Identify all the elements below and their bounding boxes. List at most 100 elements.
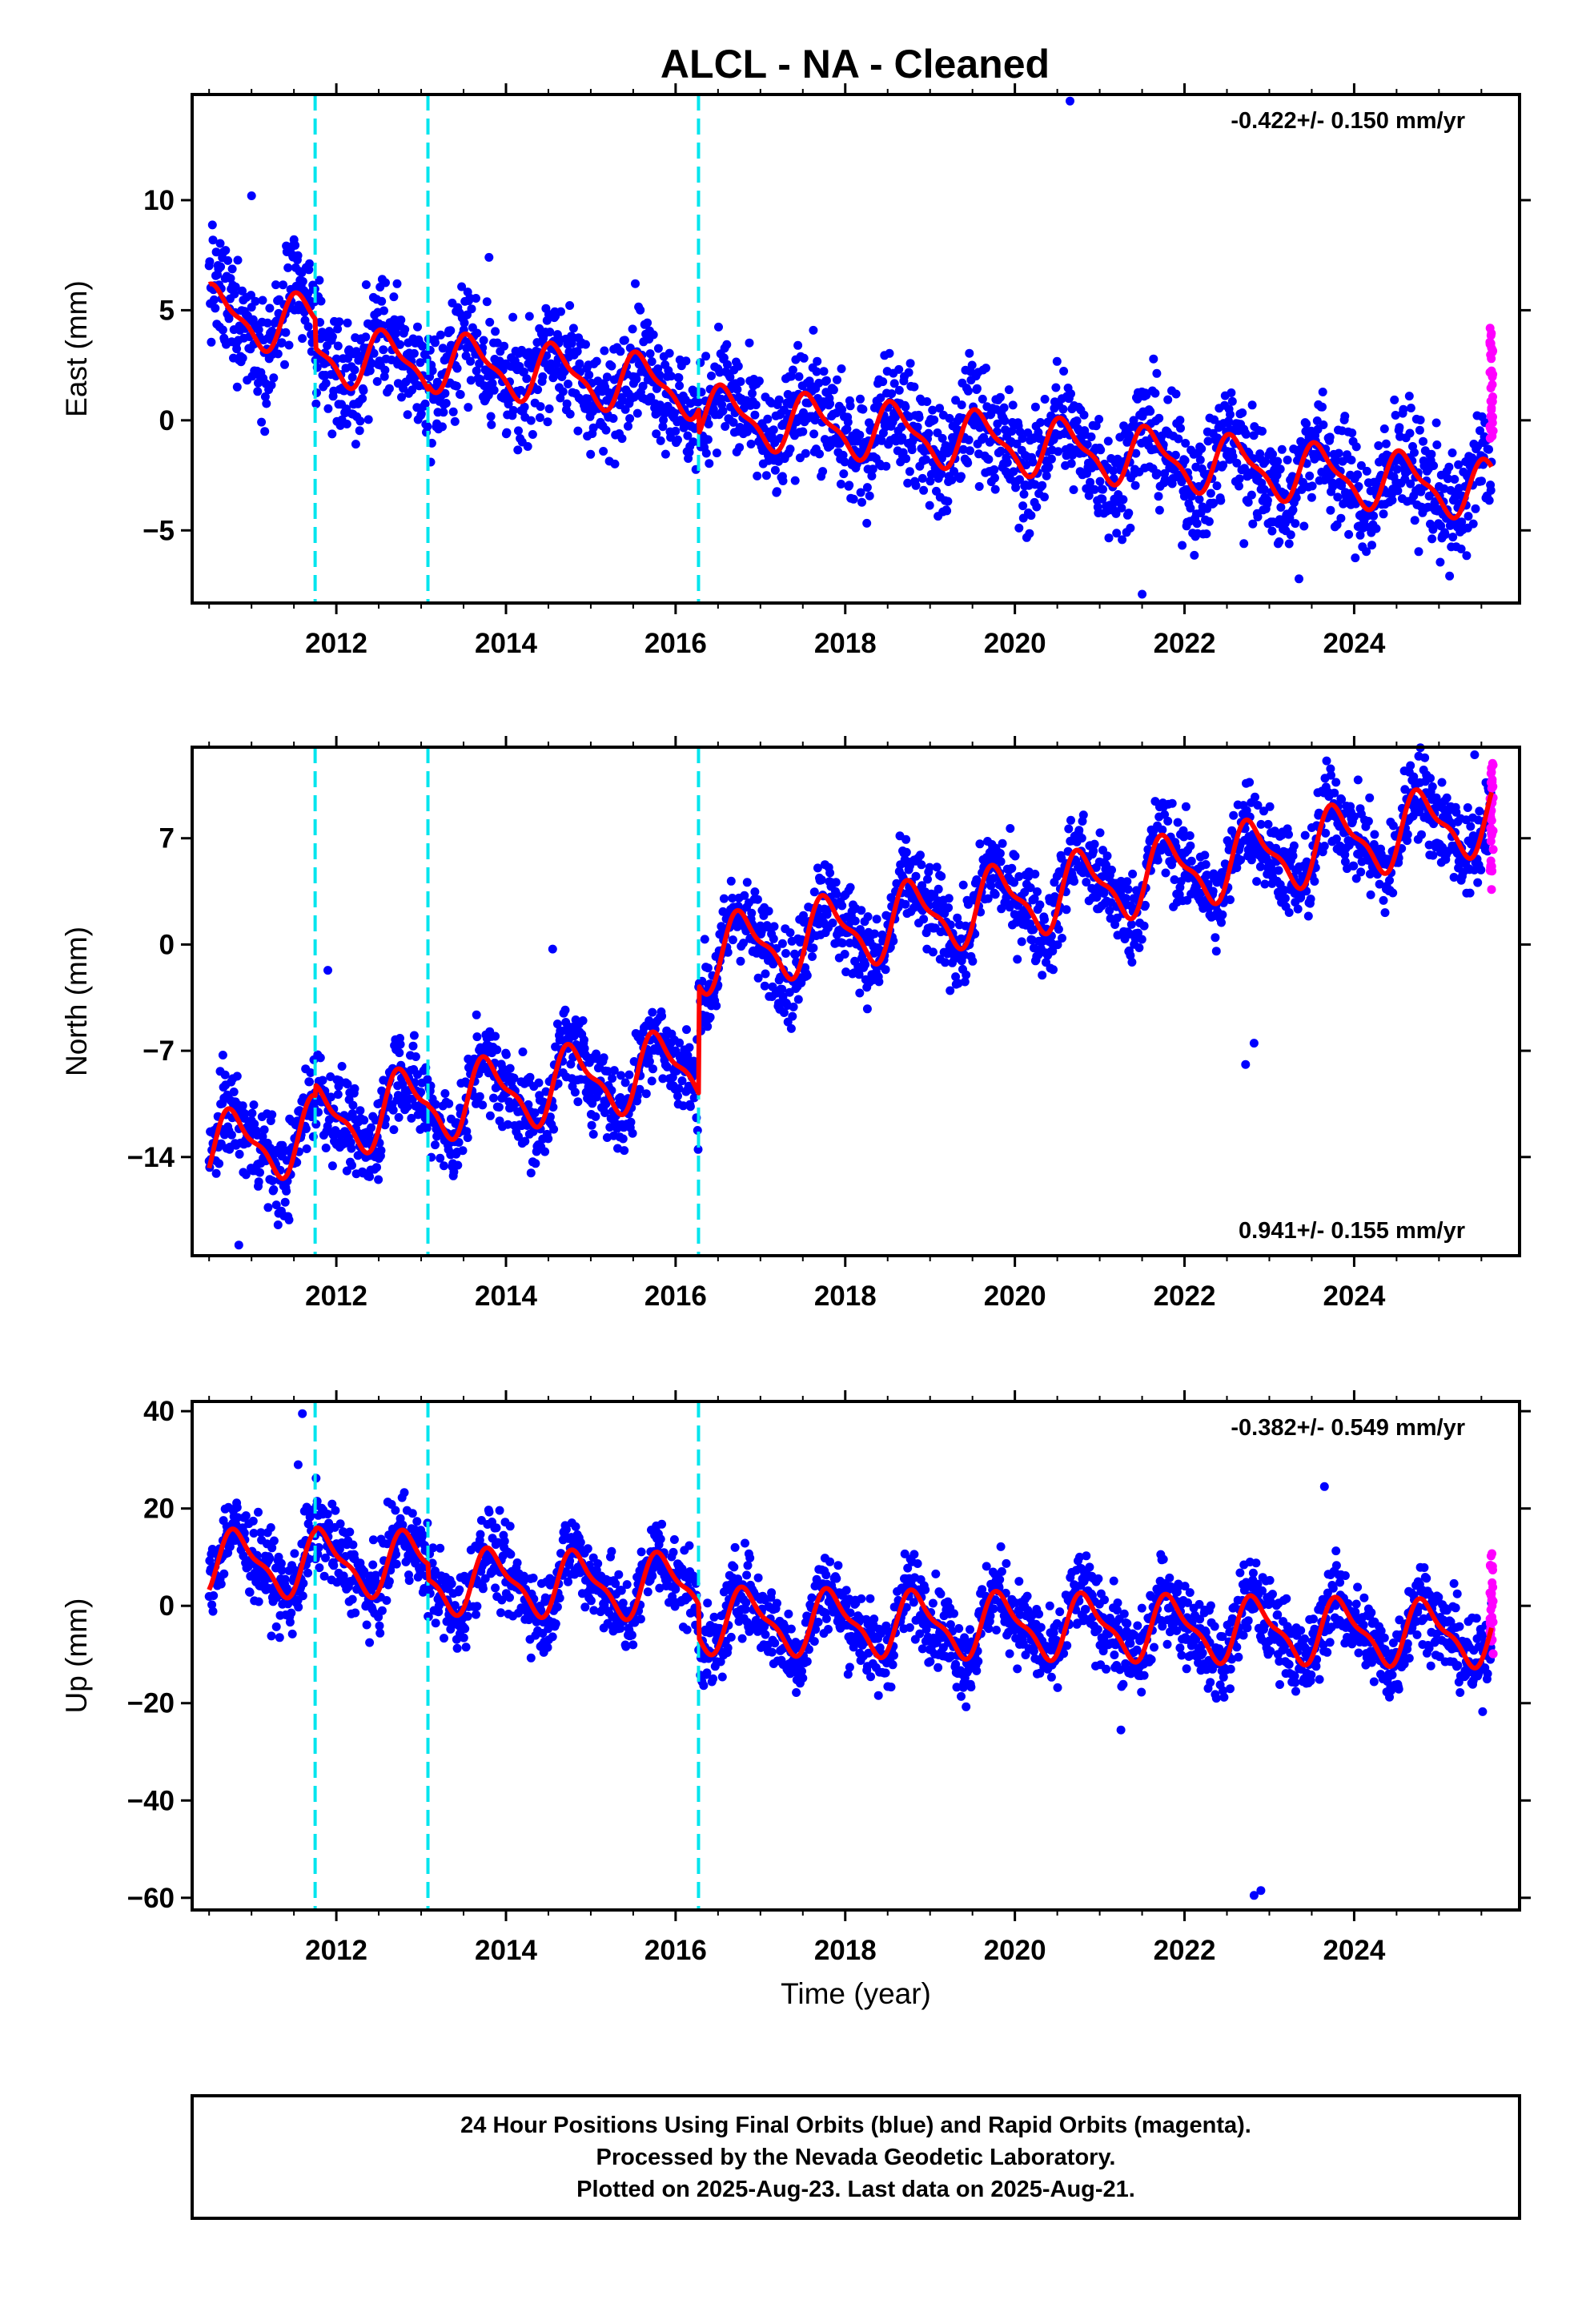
north-point bbox=[944, 903, 954, 912]
east-point bbox=[586, 449, 596, 459]
north-point bbox=[753, 895, 762, 904]
north-point bbox=[785, 928, 795, 938]
east-point bbox=[856, 394, 865, 404]
east-point bbox=[1415, 425, 1424, 435]
east-point bbox=[1283, 455, 1292, 464]
north-point bbox=[647, 1076, 656, 1086]
east-point bbox=[439, 408, 448, 417]
east-point bbox=[1307, 481, 1317, 491]
north-point bbox=[395, 1048, 404, 1058]
east-point bbox=[1431, 418, 1441, 428]
east-point bbox=[335, 317, 344, 327]
east-point bbox=[1273, 456, 1283, 466]
east-point bbox=[1471, 504, 1480, 513]
north-point bbox=[786, 1023, 796, 1033]
north-point bbox=[837, 901, 847, 911]
east-point bbox=[1197, 444, 1207, 453]
east-point bbox=[1096, 445, 1106, 455]
north-point bbox=[901, 899, 910, 909]
north-point bbox=[855, 988, 865, 998]
east-point bbox=[628, 324, 637, 334]
east-point bbox=[845, 480, 854, 490]
north-point bbox=[1153, 855, 1162, 865]
north-point bbox=[1007, 863, 1017, 873]
east-point bbox=[1344, 529, 1354, 539]
north-point bbox=[472, 1010, 481, 1019]
east-point bbox=[1276, 503, 1286, 512]
east-point bbox=[592, 356, 601, 366]
east-point bbox=[1414, 547, 1423, 557]
north-rapid-point bbox=[1487, 816, 1496, 826]
east-point bbox=[1405, 428, 1415, 438]
east-point bbox=[1243, 497, 1253, 507]
east-point bbox=[1392, 464, 1402, 474]
north-point bbox=[249, 1100, 259, 1110]
east-xtick-label: 2024 bbox=[1323, 628, 1385, 659]
east-point bbox=[215, 239, 225, 248]
east-point bbox=[1379, 424, 1389, 433]
east-point bbox=[1457, 517, 1467, 527]
north-point bbox=[750, 887, 760, 897]
north-point bbox=[335, 1076, 344, 1085]
north-point bbox=[494, 1103, 504, 1112]
east-point bbox=[911, 480, 921, 490]
east-point bbox=[887, 389, 897, 399]
east-point bbox=[608, 414, 618, 423]
north-point bbox=[869, 929, 879, 939]
east-point bbox=[1079, 410, 1089, 420]
east-point bbox=[748, 388, 757, 398]
north-point bbox=[315, 1053, 325, 1063]
east-y-axis-label: East (mm) bbox=[60, 280, 93, 417]
east-point bbox=[1117, 503, 1126, 513]
east-point bbox=[1336, 513, 1346, 523]
east-point bbox=[486, 412, 496, 421]
north-point bbox=[760, 981, 769, 991]
east-point bbox=[207, 337, 216, 347]
north-point bbox=[1476, 865, 1486, 875]
east-point bbox=[618, 396, 628, 405]
north-point bbox=[1137, 935, 1146, 944]
east-point bbox=[231, 282, 240, 292]
east-point bbox=[907, 445, 917, 455]
north-point bbox=[1229, 810, 1239, 820]
east-point bbox=[845, 401, 855, 411]
east-point bbox=[209, 295, 219, 304]
east-point bbox=[538, 372, 548, 381]
north-xtick-label: 2018 bbox=[814, 1281, 877, 1312]
east-point bbox=[1163, 395, 1173, 404]
north-point bbox=[769, 922, 779, 931]
east-point bbox=[643, 318, 652, 328]
north-point bbox=[1437, 778, 1447, 787]
east-point bbox=[693, 397, 703, 407]
east-point bbox=[1036, 418, 1046, 427]
east-point bbox=[1450, 475, 1460, 484]
east-outlier-point bbox=[1239, 539, 1249, 549]
north-point bbox=[1211, 947, 1221, 956]
north-point bbox=[431, 1140, 440, 1150]
north-point bbox=[958, 880, 968, 890]
east-point bbox=[1427, 449, 1436, 459]
east-point bbox=[655, 370, 665, 380]
north-point bbox=[367, 1123, 376, 1132]
east-point bbox=[921, 455, 930, 464]
east-point bbox=[1381, 439, 1391, 448]
east-point bbox=[1347, 428, 1357, 438]
north-point bbox=[1017, 937, 1026, 947]
north-point bbox=[726, 876, 736, 886]
north-xtick-label: 2022 bbox=[1154, 1281, 1216, 1312]
north-point bbox=[685, 1102, 695, 1112]
east-point bbox=[733, 361, 743, 371]
east-point bbox=[1118, 535, 1127, 545]
north-point bbox=[306, 1068, 315, 1077]
east-point bbox=[812, 367, 821, 376]
north-point bbox=[1356, 867, 1366, 877]
east-point bbox=[1112, 529, 1122, 538]
north-point bbox=[1370, 830, 1379, 839]
east-point bbox=[267, 380, 276, 390]
east-point bbox=[867, 471, 877, 480]
east-point bbox=[1098, 494, 1107, 504]
east-point bbox=[1038, 480, 1047, 490]
north-xtick-label: 2012 bbox=[305, 1281, 367, 1312]
east-point bbox=[666, 432, 676, 442]
east-point bbox=[1228, 452, 1238, 461]
